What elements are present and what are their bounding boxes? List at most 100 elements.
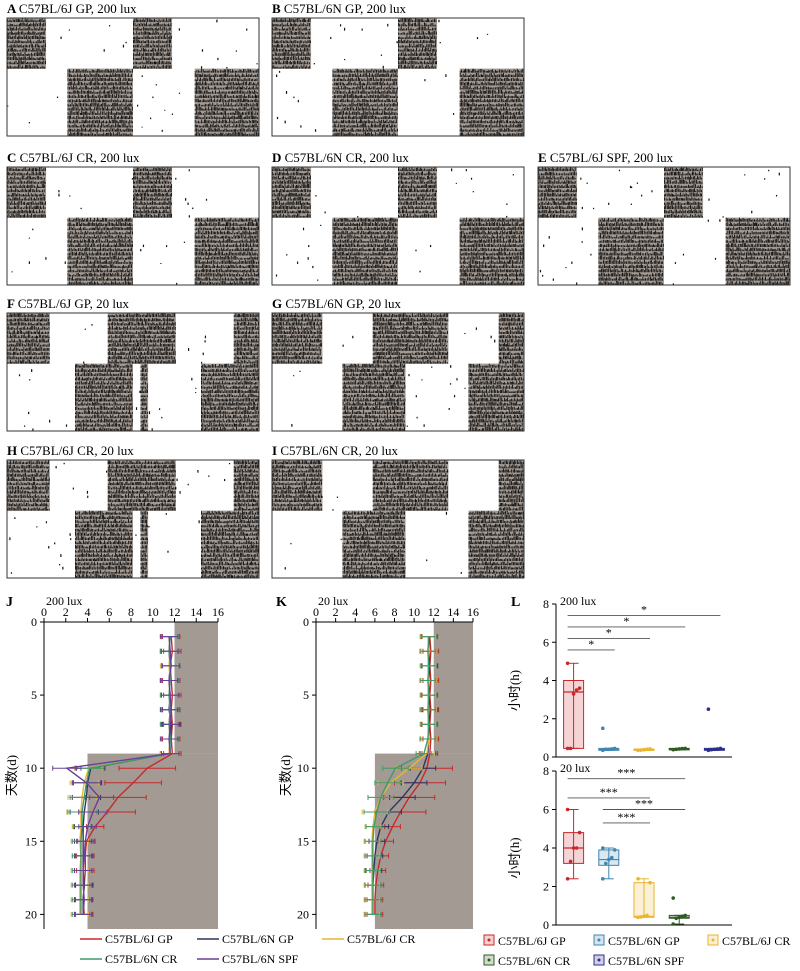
activity-bar	[339, 69, 341, 73]
activity-bar	[153, 188, 155, 193]
activity-bar	[371, 112, 373, 115]
activity-bar	[141, 193, 142, 197]
activity-bar	[78, 132, 80, 136]
activity-bar	[122, 82, 124, 86]
activity-bar	[290, 52, 292, 56]
activity-bar	[15, 66, 17, 69]
activity-bar	[43, 57, 44, 61]
activity-bar	[19, 45, 21, 48]
activity-bar	[398, 32, 399, 35]
activity-bar	[495, 94, 497, 99]
activity-bar	[295, 65, 297, 69]
activity-bar	[432, 22, 434, 27]
activity-bar	[227, 83, 229, 86]
activity-bar	[518, 133, 520, 136]
activity-bar	[197, 98, 199, 103]
activity-bar	[148, 43, 150, 48]
activity-bar	[291, 30, 293, 35]
activity-bar	[338, 82, 340, 86]
activity-bar	[222, 102, 224, 107]
activity-bar	[297, 24, 299, 27]
activity-bar	[465, 82, 467, 86]
activity-bar	[194, 87, 196, 90]
activity-bar	[11, 57, 13, 61]
activity-bar	[74, 90, 76, 94]
activity-bar	[144, 192, 145, 197]
activity-bar	[89, 120, 91, 124]
activity-bar	[235, 117, 237, 120]
activity-bar	[230, 91, 232, 94]
activity-bar	[304, 66, 306, 69]
activity-bar	[99, 70, 101, 73]
activity-bar	[194, 113, 196, 115]
activity-bar	[210, 133, 212, 136]
activity-bar	[520, 107, 522, 111]
activity-bar	[155, 41, 157, 44]
activity-bar	[198, 116, 200, 120]
activity-bar	[231, 85, 233, 90]
activity-bar	[516, 91, 518, 94]
activity-bar	[158, 66, 160, 69]
activity-bar	[414, 31, 416, 35]
activity-bar	[398, 36, 399, 40]
activity-bar	[42, 66, 44, 69]
activity-bar	[243, 124, 245, 128]
activity-bar	[246, 73, 248, 77]
activity-bar	[394, 133, 396, 136]
activity-bar	[163, 19, 165, 23]
activity-bar	[146, 22, 148, 27]
activity-bar	[96, 72, 98, 77]
activity-bar	[8, 35, 10, 40]
activity-bar	[474, 117, 476, 120]
activity-bar	[203, 94, 204, 99]
activity-bar	[86, 94, 88, 99]
activity-bar	[309, 65, 311, 69]
activity-bar	[220, 91, 222, 94]
activity-bar	[339, 99, 341, 103]
activity-bar	[510, 123, 512, 128]
activity-bar	[357, 98, 359, 103]
activity-bar	[511, 98, 513, 103]
activity-bar	[477, 70, 479, 73]
activity-bar	[225, 69, 227, 73]
activity-bar	[508, 87, 510, 90]
activity-bar	[519, 72, 521, 77]
activity-bar	[244, 98, 246, 103]
activity-bar	[131, 91, 133, 94]
activity-bar	[142, 40, 144, 44]
activity-bar	[425, 23, 427, 27]
activity-bar	[505, 96, 506, 99]
activity-bar	[465, 102, 467, 107]
activity-bar	[84, 125, 86, 128]
activity-bar	[113, 85, 114, 90]
activity-bar	[392, 90, 394, 94]
activity-bar	[32, 20, 34, 23]
activity-bar	[370, 123, 372, 128]
activity-bar	[98, 91, 100, 94]
activity-bar	[396, 102, 398, 107]
activity-bar	[374, 123, 376, 128]
activity-bar	[240, 103, 242, 107]
activity-bar	[133, 197, 134, 201]
activity-bar	[255, 129, 257, 132]
activity-bar	[199, 103, 200, 107]
activity-bar	[307, 56, 309, 61]
activity-bar	[196, 121, 198, 124]
activity-bar	[462, 100, 464, 103]
activity-bar	[509, 82, 511, 86]
activity-bar	[396, 134, 398, 136]
activity-bar	[251, 124, 253, 128]
activity-bar	[92, 111, 94, 115]
panel-title: C57BL/6J CR, 200 lux	[20, 150, 140, 165]
activity-bar	[277, 43, 278, 48]
activity-bar	[415, 22, 416, 27]
activity-bar	[23, 20, 25, 23]
activity-bar	[280, 44, 282, 48]
activity-bar	[476, 107, 478, 111]
activity-bar	[500, 115, 502, 120]
activity-bar	[169, 56, 171, 61]
activity-bar	[386, 98, 388, 103]
activity-bar	[209, 120, 211, 124]
activity-bar	[92, 83, 94, 86]
activity-bar	[467, 119, 469, 124]
